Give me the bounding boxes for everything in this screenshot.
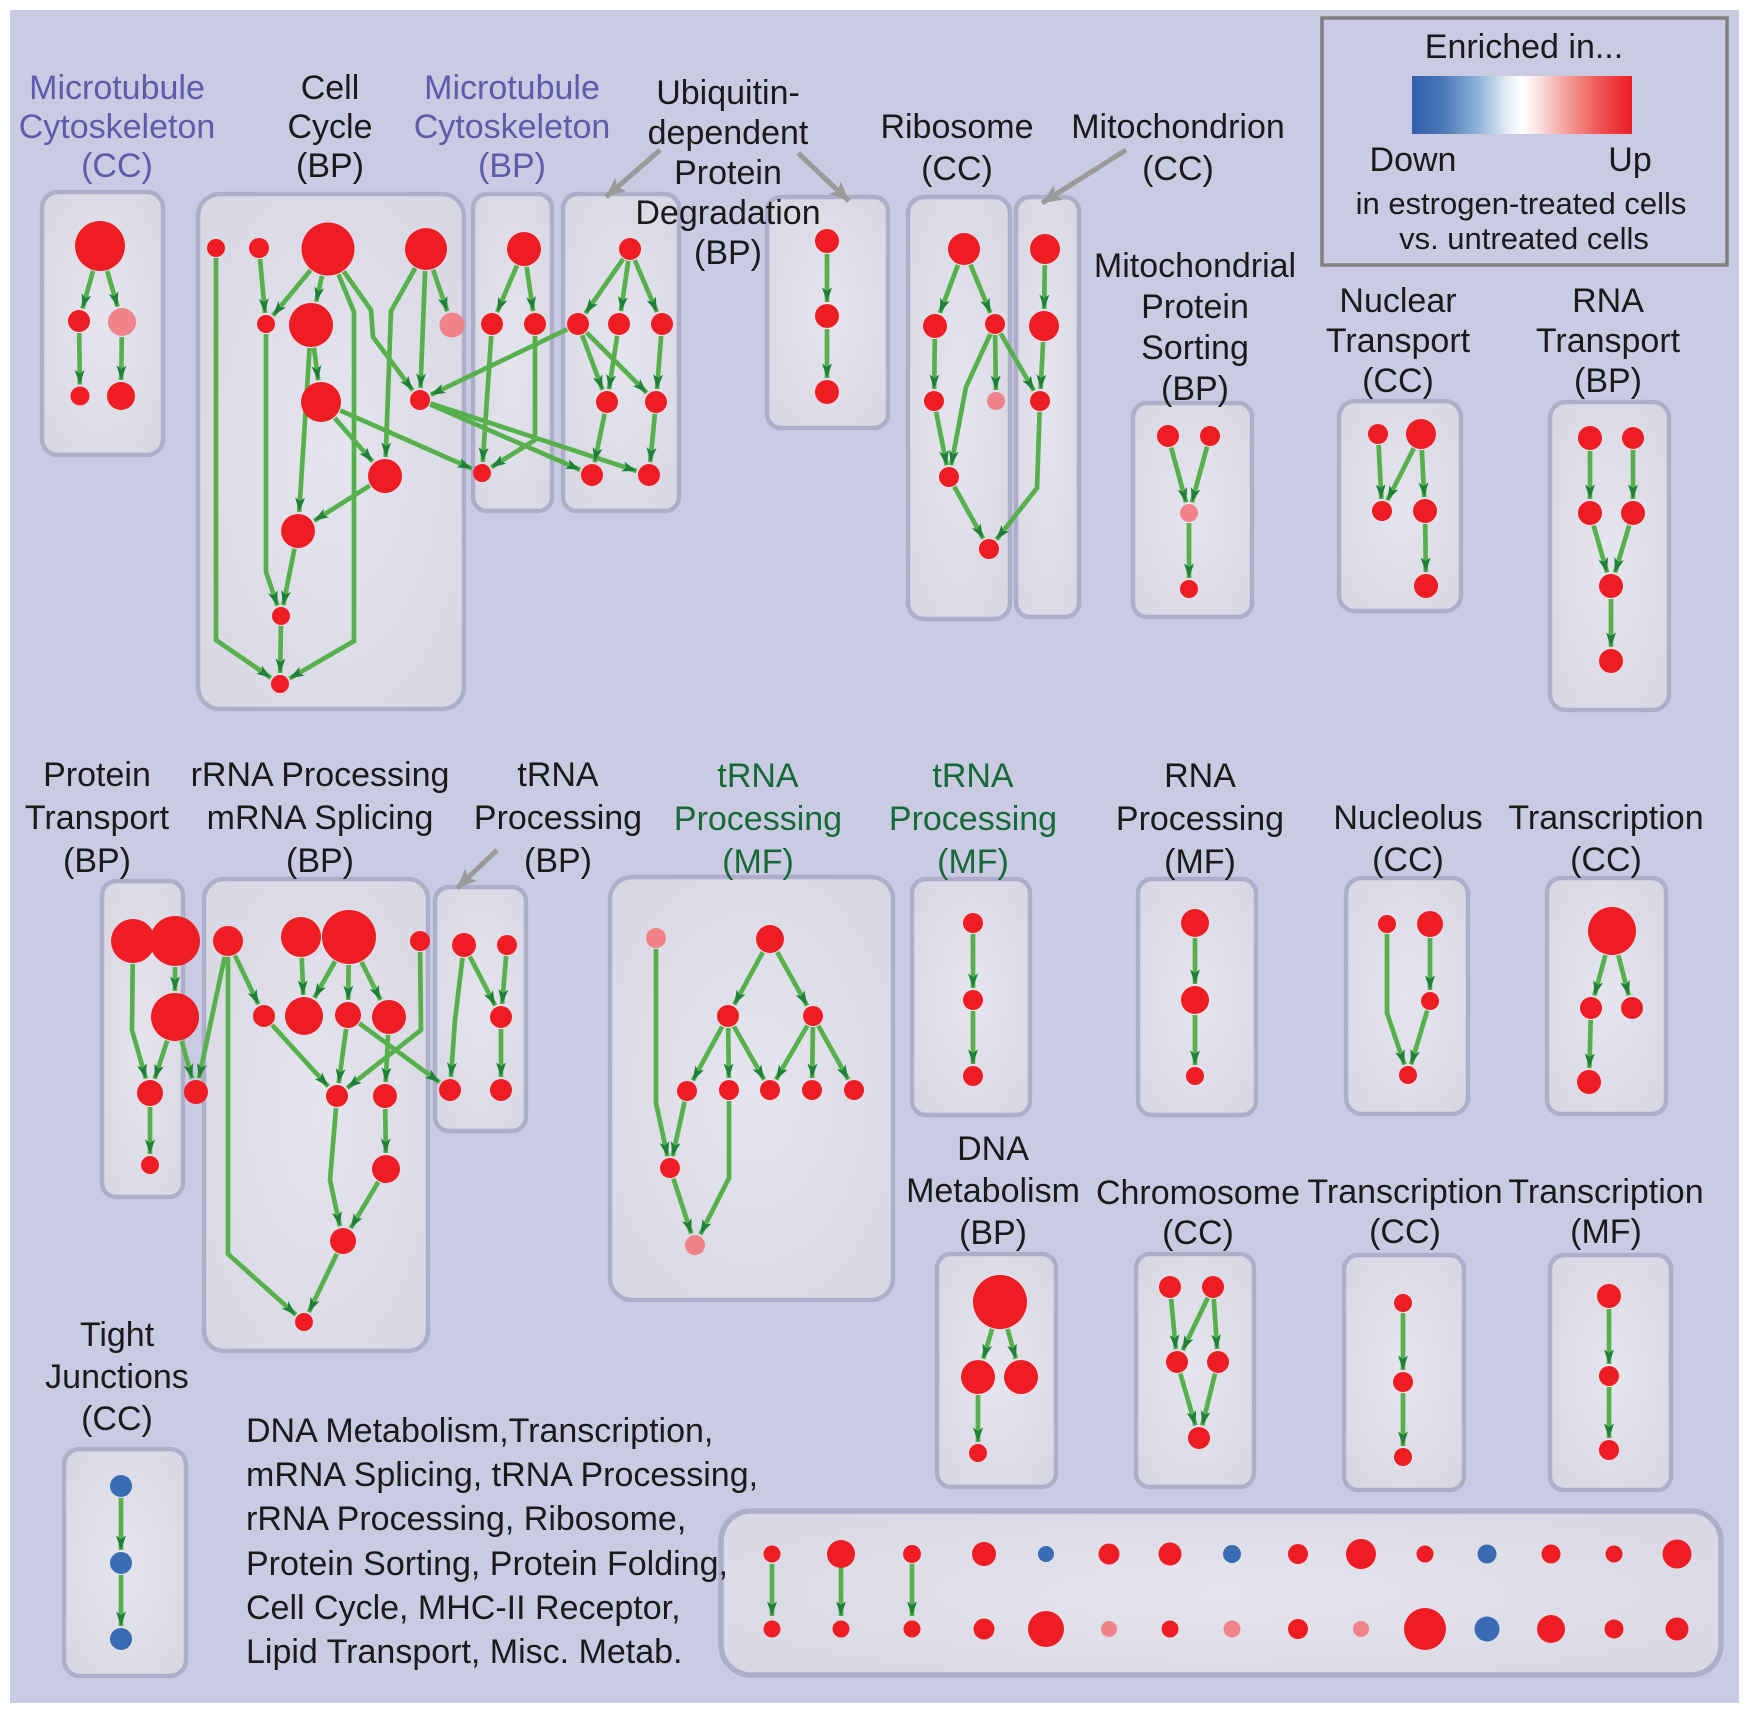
svg-text:rRNA Processing, Ribosome,: rRNA Processing, Ribosome, [246,1500,686,1538]
svg-text:Transport: Transport [1326,322,1471,360]
svg-text:Microtubule: Microtubule [424,69,600,107]
svg-text:Nucleolus: Nucleolus [1333,799,1482,837]
svg-text:RNA: RNA [1572,282,1644,320]
svg-text:(BP): (BP) [296,147,364,185]
svg-text:Sorting: Sorting [1141,329,1249,367]
svg-text:Up: Up [1608,141,1651,179]
svg-text:(BP): (BP) [1574,362,1642,400]
svg-text:(BP): (BP) [1161,370,1229,408]
svg-text:Enriched in...: Enriched in... [1425,28,1623,66]
svg-text:Protein: Protein [1141,288,1249,326]
svg-text:Microtubule: Microtubule [29,69,205,107]
svg-text:Chromosome: Chromosome [1096,1174,1300,1212]
svg-text:(BP): (BP) [63,842,131,880]
svg-text:dependent: dependent [648,114,809,152]
svg-text:Cycle: Cycle [287,108,372,146]
svg-text:DNA: DNA [957,1130,1029,1168]
svg-text:Junctions: Junctions [45,1358,189,1396]
svg-text:(MF): (MF) [937,843,1009,881]
svg-text:Processing: Processing [474,799,642,837]
svg-text:Transport: Transport [25,799,170,837]
svg-text:Ubiquitin-: Ubiquitin- [656,74,800,112]
svg-text:mRNA Splicing: mRNA Splicing [207,799,434,837]
svg-text:tRNA: tRNA [932,757,1014,795]
svg-text:(CC): (CC) [1162,1214,1234,1252]
svg-text:(MF): (MF) [1164,843,1236,881]
svg-text:(BP): (BP) [478,147,546,185]
svg-text:(CC): (CC) [1142,150,1214,188]
svg-text:(MF): (MF) [722,843,794,881]
svg-text:Protein Sorting, Protein Foldi: Protein Sorting, Protein Folding, [246,1545,728,1583]
svg-text:Transcription: Transcription [1508,799,1703,837]
svg-text:Mitochondrial: Mitochondrial [1094,247,1296,285]
svg-text:Processing: Processing [674,800,842,838]
svg-text:Metabolism: Metabolism [906,1172,1080,1210]
svg-text:(CC): (CC) [1369,1213,1441,1251]
svg-text:(CC): (CC) [1372,841,1444,879]
svg-text:(BP): (BP) [524,842,592,880]
svg-text:Down: Down [1370,141,1457,179]
svg-text:Cytoskeleton: Cytoskeleton [19,108,216,146]
svg-text:(BP): (BP) [694,234,762,272]
svg-text:Cell: Cell [301,69,360,107]
svg-text:Protein: Protein [674,154,782,192]
svg-text:vs. untreated cells: vs. untreated cells [1399,221,1649,256]
svg-text:Ribosome: Ribosome [880,108,1033,146]
svg-text:Cell Cycle, MHC-II Receptor,: Cell Cycle, MHC-II Receptor, [246,1589,681,1627]
svg-text:(CC): (CC) [81,147,153,185]
svg-text:(CC): (CC) [1570,841,1642,879]
svg-text:tRNA: tRNA [717,757,799,795]
svg-text:Transcription: Transcription [1307,1173,1502,1211]
svg-text:in estrogen-treated cells: in estrogen-treated cells [1356,186,1687,221]
svg-text:(BP): (BP) [286,842,354,880]
svg-text:Protein: Protein [43,756,151,794]
svg-text:Nuclear: Nuclear [1339,282,1456,320]
svg-text:rRNA Processing: rRNA Processing [191,756,450,794]
svg-text:(MF): (MF) [1570,1213,1642,1251]
svg-text:DNA Metabolism,Transcription,: DNA Metabolism,Transcription, [246,1412,713,1450]
svg-text:Mitochondrion: Mitochondrion [1071,108,1285,146]
svg-text:(CC): (CC) [81,1400,153,1438]
svg-text:(CC): (CC) [1362,362,1434,400]
svg-text:RNA: RNA [1164,757,1236,795]
svg-text:Transcription: Transcription [1508,1173,1703,1211]
svg-text:(CC): (CC) [921,150,993,188]
svg-text:(BP): (BP) [959,1214,1027,1252]
svg-text:Degradation: Degradation [635,194,820,232]
svg-text:mRNA Splicing, tRNA Processing: mRNA Splicing, tRNA Processing, [246,1456,758,1494]
svg-text:Lipid Transport, Misc. Metab.: Lipid Transport, Misc. Metab. [246,1633,683,1671]
svg-text:tRNA: tRNA [517,756,599,794]
svg-text:Processing: Processing [1116,800,1284,838]
svg-text:Cytoskeleton: Cytoskeleton [414,108,611,146]
svg-text:Transport: Transport [1536,322,1681,360]
svg-text:Tight: Tight [80,1316,155,1354]
svg-text:Processing: Processing [889,800,1057,838]
